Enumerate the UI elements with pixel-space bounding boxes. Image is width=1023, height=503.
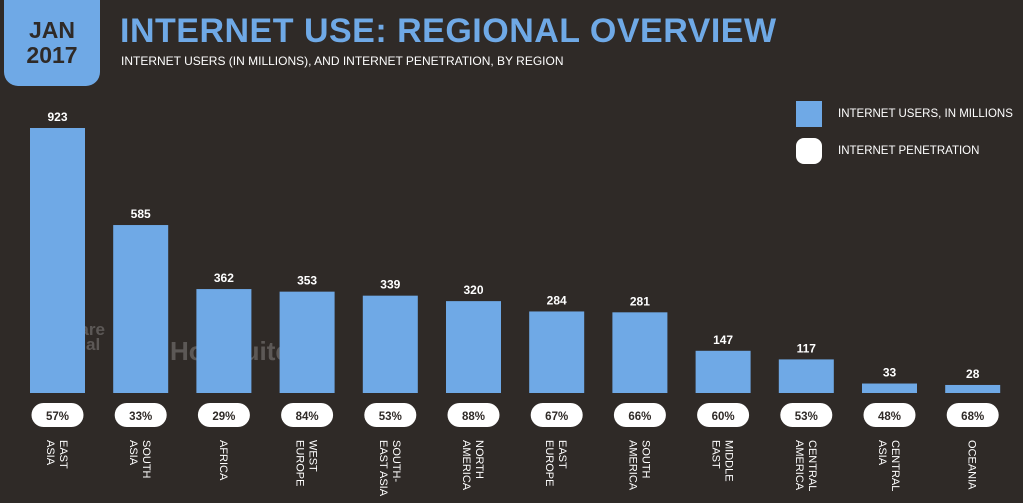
category-label-line: EAST ASIA	[377, 440, 389, 497]
category-label-line: MIDDLE	[723, 440, 735, 482]
bar-6	[529, 311, 585, 393]
bar-value-label-3: 353	[297, 274, 317, 288]
penetration-pill-5	[447, 403, 500, 427]
bar-2	[196, 289, 252, 393]
legend-label-users: INTERNET USERS, IN MILLIONS	[838, 108, 1013, 120]
bar-value-label-6: 284	[547, 293, 567, 307]
category-label-line: EUROPE	[294, 440, 306, 486]
category-label-line: EAST	[710, 440, 722, 469]
category-label-line: ASIA	[127, 440, 139, 466]
category-label-4: SOUTH-EAST ASIA	[377, 440, 402, 497]
category-label-line: AMERICA	[460, 440, 472, 491]
category-label-line: ASIA	[876, 440, 888, 466]
penetration-label-10: 48%	[878, 411, 901, 423]
bar-8	[695, 350, 751, 393]
penetration-pill-4	[364, 403, 417, 427]
penetration-pill-6	[530, 403, 583, 427]
category-label-line: AFRICA	[217, 440, 229, 481]
penetration-pill-1	[114, 403, 167, 427]
bar-1	[113, 225, 169, 393]
bar-value-label-10: 33	[883, 366, 897, 380]
badge-year: 2017	[26, 42, 78, 68]
category-label-line: AMERICA	[626, 440, 638, 491]
bar-value-label-11: 28	[966, 367, 980, 381]
penetration-pill-2	[197, 403, 250, 427]
category-label-line: CENTRAL	[889, 440, 901, 491]
bar-5	[446, 301, 501, 393]
bar-10	[862, 383, 917, 393]
legend-swatch-users	[796, 101, 822, 127]
category-label-line: SOUTH	[140, 440, 152, 479]
legend-item-penetration: INTERNET PENETRATION	[796, 137, 1013, 165]
category-label-line: SOUTH-	[390, 440, 402, 483]
category-label-line: CENTRAL	[806, 440, 818, 491]
penetration-label-7: 66%	[628, 411, 651, 423]
bar-value-label-0: 923	[47, 110, 67, 124]
category-label-line: SOUTH	[639, 440, 651, 479]
category-label-line: AMERICA	[793, 440, 805, 491]
date-badge: JAN 2017	[4, 0, 100, 86]
category-label-line: NORTH	[473, 440, 485, 479]
penetration-pill-11	[946, 403, 999, 427]
bar-value-label-5: 320	[463, 283, 483, 297]
penetration-label-11: 68%	[961, 411, 984, 423]
penetration-label-6: 67%	[545, 411, 568, 423]
bar-value-label-1: 585	[131, 207, 151, 221]
bar-9	[778, 359, 834, 393]
penetration-label-1: 33%	[129, 411, 152, 423]
penetration-label-5: 88%	[462, 411, 485, 423]
penetration-pill-8	[697, 403, 750, 427]
penetration-label-0: 57%	[46, 411, 69, 423]
legend-swatch-penetration	[796, 138, 822, 164]
bar-value-label-8: 147	[713, 333, 733, 347]
penetration-label-9: 53%	[795, 411, 818, 423]
bar-value-label-4: 339	[380, 278, 400, 292]
category-label-line: EUROPE	[543, 440, 555, 486]
penetration-pill-9	[780, 403, 833, 427]
legend: INTERNET USERS, IN MILLIONS INTERNET PEN…	[796, 100, 1013, 174]
bar-value-label-7: 281	[630, 294, 650, 308]
penetration-label-3: 84%	[296, 411, 319, 423]
penetration-pill-0	[31, 403, 84, 427]
bar-7	[612, 312, 668, 393]
bar-11	[945, 384, 1001, 393]
category-label-11: OCEANIA	[966, 440, 978, 490]
badge-month: JAN	[28, 17, 75, 43]
legend-label-penetration: INTERNET PENETRATION	[838, 145, 980, 157]
penetration-label-8: 60%	[712, 411, 735, 423]
legend-item-users: INTERNET USERS, IN MILLIONS	[796, 100, 1013, 128]
page-title: INTERNET USE: REGIONAL OVERVIEW	[120, 12, 777, 50]
bar-0	[30, 128, 85, 393]
bar-3	[279, 291, 335, 393]
bar-value-label-9: 117	[797, 341, 817, 355]
bar-value-label-2: 362	[214, 271, 234, 285]
penetration-label-4: 53%	[379, 411, 402, 423]
category-label-line: EAST	[57, 440, 69, 469]
penetration-pill-10	[863, 403, 916, 427]
category-label-line: WEST	[307, 440, 319, 472]
bar-4	[362, 295, 418, 393]
category-label-line: EAST	[556, 440, 568, 469]
penetration-pill-7	[613, 403, 666, 427]
category-label-2: AFRICA	[217, 440, 229, 481]
category-label-line: OCEANIA	[966, 440, 978, 490]
penetration-label-2: 29%	[212, 411, 235, 423]
page-subtitle: INTERNET USERS (IN MILLIONS), AND INTERN…	[121, 54, 564, 68]
category-label-line: ASIA	[44, 440, 56, 466]
penetration-pill-3	[281, 403, 334, 427]
